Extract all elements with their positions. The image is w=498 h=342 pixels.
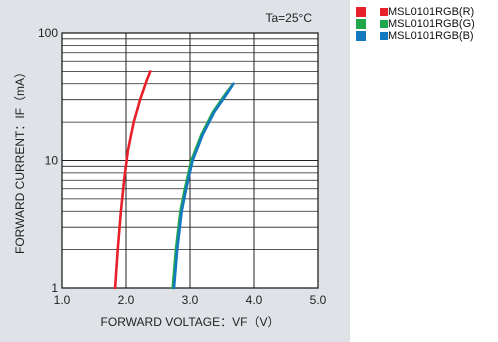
x-tick-label: 3.0	[182, 293, 199, 307]
legend-label: MSL0101RGB(B)	[388, 30, 474, 42]
x-axis-title: FORWARD VOLTAGE：VF（V）	[101, 315, 280, 329]
temperature-annotation: Ta=25°C	[266, 11, 313, 25]
y-tick-labels: 1 10 100	[38, 26, 58, 295]
chart-svg: 1.0 2.0 3.0 4.0 5.0 1 10 100 Ta=25°C FORWARD V…	[13, 11, 327, 329]
legend-label: MSL0101RGB(G)	[388, 18, 475, 30]
x-tick-label: 1.0	[54, 293, 71, 307]
x-tick-label: 4.0	[246, 293, 263, 307]
series-line	[113, 70, 152, 290]
legend-swatch	[356, 7, 366, 17]
y-axis-title: FORWARD CURRENT：IF（mA）	[13, 66, 27, 254]
series-line	[172, 82, 235, 290]
series-layer	[113, 70, 235, 290]
legend-swatch-inline	[380, 32, 388, 40]
y-tick-label: 1	[51, 281, 58, 295]
legend-label: MSL0101RGB(R)	[388, 6, 475, 18]
legend-swatch	[356, 19, 366, 29]
y-tick-label: 100	[38, 26, 58, 40]
x-tick-label: 5.0	[310, 293, 327, 307]
plot-frame	[61, 32, 319, 289]
legend-swatch	[356, 31, 366, 41]
x-tick-label: 2.0	[118, 293, 135, 307]
x-tick-labels: 1.0 2.0 3.0 4.0 5.0	[54, 293, 327, 307]
legend-swatch-inline	[380, 8, 388, 16]
y-tick-label: 10	[45, 154, 59, 168]
legend-swatch-inline	[380, 20, 388, 28]
